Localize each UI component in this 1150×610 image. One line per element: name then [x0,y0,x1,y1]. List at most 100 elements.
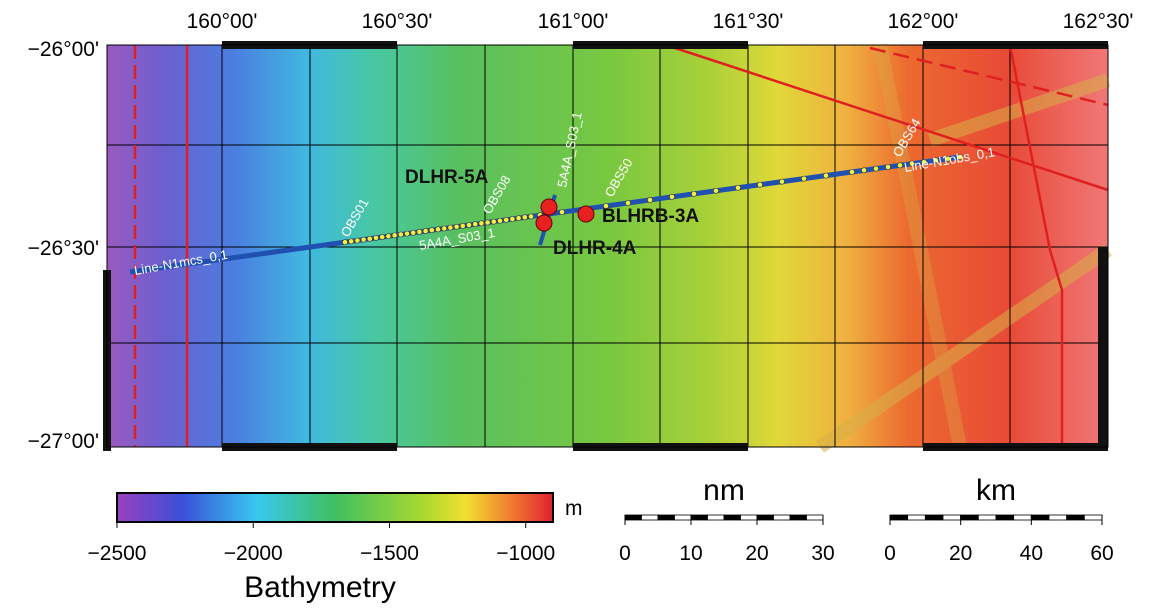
site-marker [578,206,594,222]
scale-tick-label: 30 [811,542,834,565]
obs-station [386,234,391,239]
scale-unit: nm [703,474,745,507]
obs-station [417,229,422,234]
obs-station [861,168,866,173]
scale-segment [658,515,675,520]
obs-station [735,185,740,190]
colorbar-tick-label: −1500 [360,542,419,565]
scale-tick-label: 20 [949,542,972,565]
obs-station [504,217,509,222]
site-marker [541,199,557,215]
obs-station [398,232,403,237]
lon-label: 162°00' [888,10,959,33]
scale-tick-label: 10 [679,542,702,565]
scale-segment [757,515,774,520]
scale-segment [807,515,824,520]
scale-segment [642,515,659,520]
lon-label: 161°30' [713,10,784,33]
obs-station [361,237,366,242]
obs-station [454,224,459,229]
lon-label: 162°30' [1063,10,1134,33]
figure: DLHR-5A DLHR-4A BLHRB-3A Line-N1mcs_0,1 … [0,0,1150,610]
scale-segment [790,515,807,520]
scale-segment [1031,515,1049,520]
obs-station [491,219,496,224]
obs-station [380,234,385,239]
scale-segment [675,515,692,520]
scale-tick-label: 0 [884,542,896,565]
obs-station [779,179,784,184]
obs-station [849,169,854,174]
lon-label: 161°00' [538,10,609,33]
scale-tick-label: 60 [1090,542,1113,565]
obs-station [801,176,806,181]
obs-station [669,194,674,199]
obs-station [435,227,440,232]
scale-segment [774,515,791,520]
site-label: DLHR-5A [405,167,489,188]
scale-segment [996,515,1014,520]
obs-station [355,238,360,243]
obs-station [528,214,533,219]
lat-label: −27°00' [28,430,99,453]
scale-segment [1049,515,1067,520]
obs-station [873,166,878,171]
obs-station [522,215,527,220]
site-marker [536,215,552,231]
obs-station [404,231,409,236]
colorbar-tick-label: −1000 [496,542,555,565]
obs-station [625,200,630,205]
scale-segment [741,515,758,520]
lat-label: −26°00' [28,38,99,61]
obs-station [885,164,890,169]
scale-unit: km [976,474,1016,507]
scale-segment [724,515,741,520]
obs-station [516,216,521,221]
obs-station [466,222,471,227]
scale-segment [1014,515,1032,520]
obs-station [559,210,564,215]
obs-station [448,225,453,230]
obs-station [485,220,490,225]
obs-station [342,240,347,245]
colorbar [117,493,553,522]
lon-label: 160°00' [187,10,258,33]
scale-segment [1067,515,1085,520]
obs-station [497,218,502,223]
obs-station [647,197,652,202]
obs-station [823,173,828,178]
map: DLHR-5A DLHR-4A BLHRB-3A Line-N1mcs_0,1 … [28,10,1134,453]
scale-segment [978,515,996,520]
scale-tick-label: 40 [1020,542,1043,565]
obs-station [429,228,434,233]
lat-label: −26°30' [28,237,99,260]
lon-label: 160°30' [362,10,433,33]
scale-segment [691,515,708,520]
colorbar-tick-label: −2500 [88,542,147,565]
scale-segment [943,515,961,520]
obs-station [510,216,515,221]
obs-station [423,228,428,233]
obs-station [897,163,902,168]
scale-segment [890,515,908,520]
site-label: DLHR-4A [553,238,637,259]
page: {"map":{ "lon_labels":["160°00'","160°30… [0,0,1150,610]
obs-station [392,233,397,238]
obs-station [411,230,416,235]
scale-segment [625,515,642,520]
scale-segment [1084,515,1102,520]
colorbar-title: Bathymetry [244,571,396,604]
obs-station [373,235,378,240]
scale-tick-label: 20 [745,542,768,565]
scale-segment [925,515,943,520]
obs-station [460,223,465,228]
scale-segment [961,515,979,520]
scale-segment [908,515,926,520]
scale-tick-label: 0 [619,542,631,565]
obs-station [473,222,478,227]
colorbar-tick-label: −2000 [224,542,283,565]
obs-station [757,182,762,187]
scale-segment [708,515,725,520]
obs-station [442,226,447,231]
colorbar-unit: m [565,497,583,520]
